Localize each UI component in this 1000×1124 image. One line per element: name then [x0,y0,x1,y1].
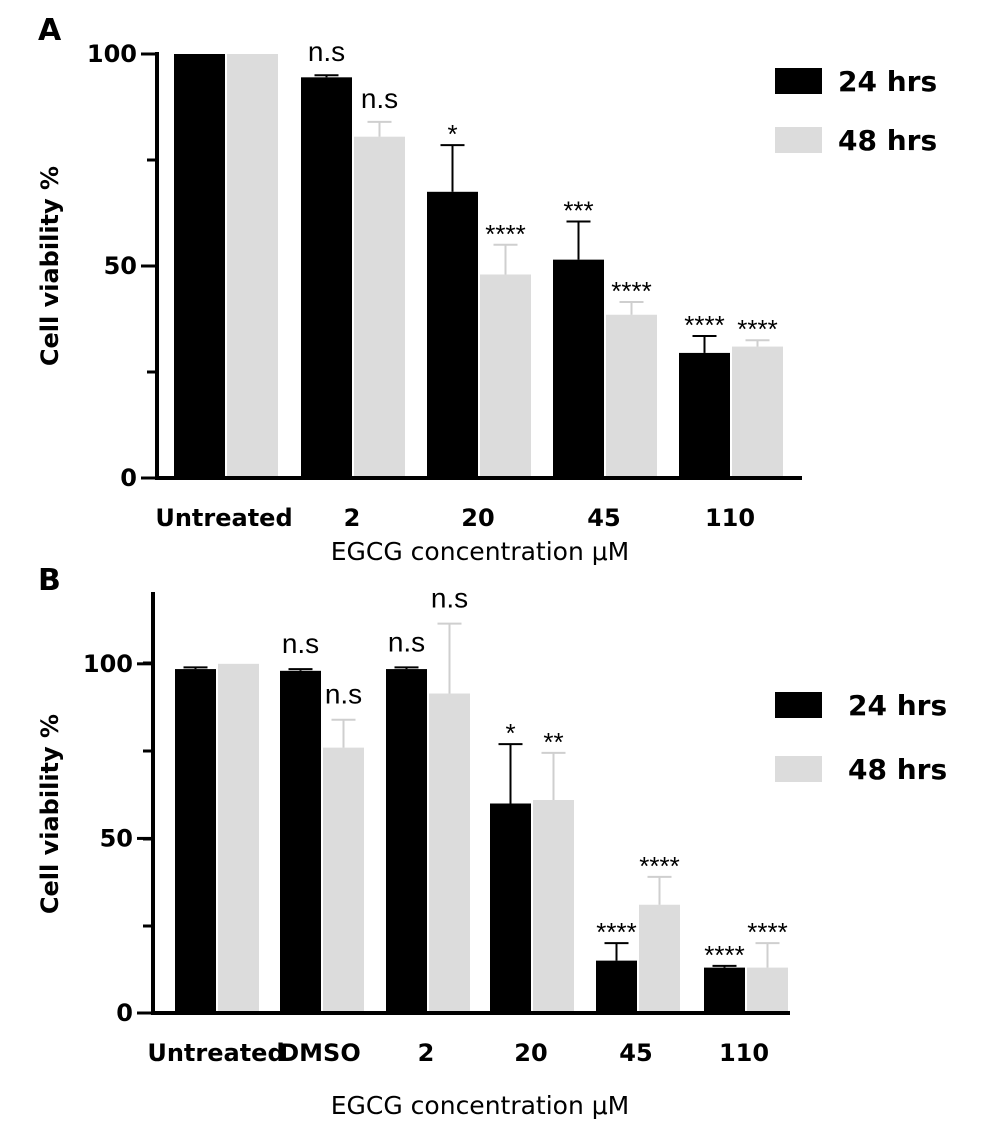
x-category-label: 45 [587,504,620,532]
significance-label: **** [684,310,724,340]
y-tick-label: 100 [83,650,133,678]
legend-label: 24 hrs [838,65,937,98]
x-category-label: 45 [619,1039,652,1067]
significance-label: ** [543,727,563,757]
bar-24h [280,670,321,1013]
y-axis-label: Cell viability % [36,166,64,366]
bar-24h [490,803,531,1013]
bar-48h [747,967,788,1013]
y-tick-label: 100 [87,40,137,68]
bar-48h [732,346,783,478]
significance-label: **** [485,219,525,249]
legend: 24 hrs 48 hrs [775,65,937,157]
bar-48h [606,314,657,478]
x-category-label: 110 [705,504,755,532]
bar-24h [386,669,427,1013]
legend-swatch-24h [775,692,822,718]
chart-panel-a: An.s********n.s************050100Untreat… [36,13,937,566]
panel-letter: A [38,13,62,48]
bar-48h [429,693,470,1013]
significance-label: n.s [282,628,319,659]
legend-swatch-48h [775,127,822,153]
x-category-label: 20 [461,504,494,532]
y-tick-label: 0 [120,464,137,492]
legend-label: 24 hrs [848,689,947,722]
significance-label: n.s [325,679,362,710]
x-category-label: 2 [418,1039,435,1067]
significance-label: **** [596,917,636,947]
bar-48h [480,274,531,478]
bar-48h [354,136,405,478]
y-axis-label: Cell viability % [36,714,64,914]
x-category-label: 2 [344,504,361,532]
significance-label: n.s [431,583,468,614]
legend-swatch-24h [775,68,822,94]
bar-24h [553,259,604,478]
significance-label: n.s [308,36,345,67]
x-axis-label: EGCG concentration μM [331,1091,630,1120]
legend-label: 48 hrs [838,124,937,157]
significance-label: *** [563,195,593,225]
bar-48h [218,663,259,1013]
x-category-label: 20 [514,1039,547,1067]
bar-48h [323,747,364,1013]
significance-label: * [505,718,515,748]
y-tick-label: 50 [104,252,137,280]
bar-24h [175,669,216,1013]
x-category-label: 110 [719,1039,769,1067]
bar-24h [427,191,478,479]
chart-panel-b: Bn.s n.s*********n.sn.s**********050100Un… [36,563,947,1120]
significance-label: * [447,119,457,149]
significance-label: **** [611,276,651,306]
bar-48h [639,904,680,1013]
y-tick-label: 50 [100,824,133,852]
legend-label: 48 hrs [848,753,947,786]
legend-swatch-48h [775,756,822,782]
x-category-label: DMSO [279,1039,361,1067]
significance-label: n.s [361,83,398,114]
legend: 24 hrs 48 hrs [775,689,947,786]
bar-48h [227,54,278,478]
bar-24h [174,54,225,478]
bar-24h [679,352,730,478]
bar-24h [596,960,637,1013]
significance-label: **** [704,940,744,970]
panel-letter: B [38,563,61,598]
y-tick-label: 0 [116,999,133,1027]
x-axis-label: EGCG concentration μM [331,537,630,566]
bar-48h [533,800,574,1013]
x-category-label: Untreated [147,1039,284,1067]
significance-label: **** [747,917,787,947]
x-category-label: Untreated [155,504,292,532]
significance-label: **** [737,314,777,344]
bar-24h [301,77,352,478]
significance-label: **** [639,851,679,881]
significance-label: n.s [388,626,425,657]
bar-24h [704,967,745,1013]
